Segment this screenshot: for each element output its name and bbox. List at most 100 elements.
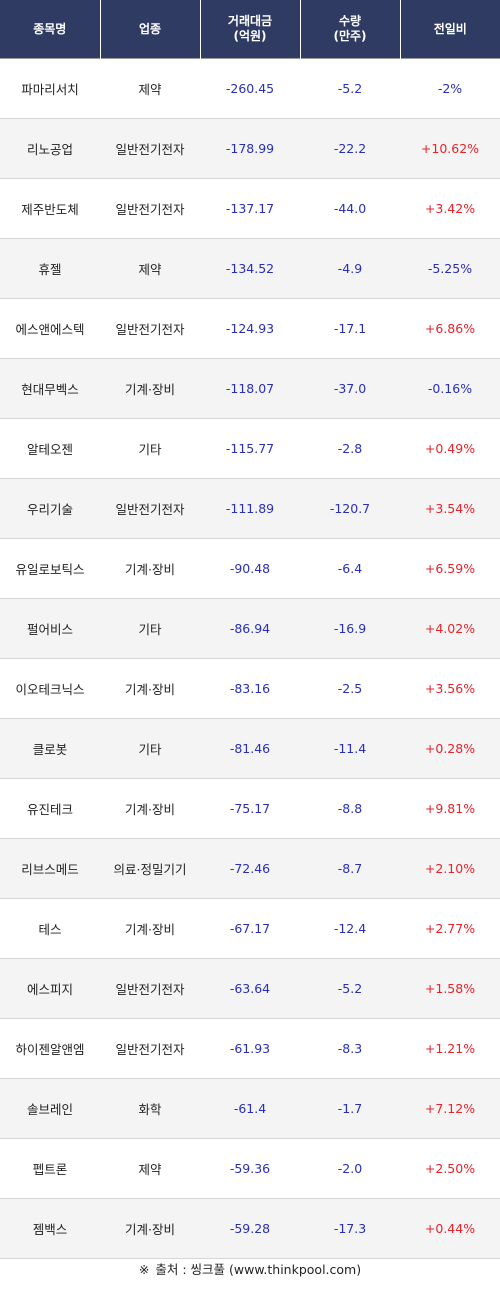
cell-amount: -90.48 [200, 538, 300, 599]
cell-sector: 일반전기전자 [100, 118, 200, 179]
cell-sector: 기타 [100, 718, 200, 779]
cell-name: 이오테크닉스 [0, 658, 100, 719]
header-change: 전일비 [399, 0, 500, 59]
stock-table: 종목명 업종 거래대금 (억원) 수량 (만주) 전일비 파마리서치 제약 -260… [0, 0, 500, 1259]
cell-volume: -11.4 [300, 718, 400, 779]
cell-amount: -83.16 [200, 658, 300, 719]
cell-name: 펄어비스 [0, 598, 100, 659]
cell-change: +10.62% [400, 118, 500, 179]
cell-amount: -86.94 [200, 598, 300, 659]
source-note: ※ 출처 : 씽크풀 (www.thinkpool.com) [0, 1258, 500, 1282]
cell-name: 리노공업 [0, 118, 100, 179]
cell-amount: -178.99 [200, 118, 300, 179]
cell-change: +0.28% [400, 718, 500, 779]
cell-sector: 기타 [100, 418, 200, 479]
cell-sector: 제약 [100, 1138, 200, 1199]
cell-name: 펩트론 [0, 1138, 100, 1199]
table-row: 에스피지 일반전기전자 -63.64 -5.2 +1.58% [0, 958, 500, 1019]
cell-name: 에스피지 [0, 958, 100, 1019]
cell-name: 유진테크 [0, 778, 100, 839]
cell-sector: 기계·장비 [100, 658, 200, 719]
cell-amount: -111.89 [200, 478, 300, 539]
cell-sector: 일반전기전자 [100, 478, 200, 539]
cell-change: -5.25% [400, 238, 500, 299]
cell-volume: -44.0 [300, 178, 400, 239]
cell-name: 유일로보틱스 [0, 538, 100, 599]
table-row: 우리기술 일반전기전자 -111.89 -120.7 +3.54% [0, 478, 500, 539]
table-row: 테스 기계·장비 -67.17 -12.4 +2.77% [0, 898, 500, 959]
cell-change: +9.81% [400, 778, 500, 839]
cell-sector: 제약 [100, 58, 200, 119]
cell-volume: -8.7 [300, 838, 400, 899]
cell-name: 파마리서치 [0, 58, 100, 119]
table-body: 파마리서치 제약 -260.45 -5.2 -2% 리노공업 일반전기전자 -178.99 -2… [0, 58, 500, 1259]
cell-sector: 화학 [100, 1078, 200, 1139]
cell-sector: 기계·장비 [100, 898, 200, 959]
table-row: 펄어비스 기타 -86.94 -16.9 +4.02% [0, 598, 500, 659]
cell-change: +0.49% [400, 418, 500, 479]
header-row: 종목명 업종 거래대금 (억원) 수량 (만주) 전일비 [0, 0, 500, 59]
table-row: 펩트론 제약 -59.36 -2.0 +2.50% [0, 1138, 500, 1199]
cell-change: +3.56% [400, 658, 500, 719]
cell-name: 테스 [0, 898, 100, 959]
cell-amount: -260.45 [200, 58, 300, 119]
cell-change: -2% [400, 58, 500, 119]
cell-name: 하이젠알앤엠 [0, 1018, 100, 1079]
cell-amount: -63.64 [200, 958, 300, 1019]
cell-sector: 의료·정밀기기 [100, 838, 200, 899]
table-row: 클로봇 기타 -81.46 -11.4 +0.28% [0, 718, 500, 779]
cell-volume: -12.4 [300, 898, 400, 959]
cell-amount: -118.07 [200, 358, 300, 419]
cell-volume: -4.9 [300, 238, 400, 299]
cell-name: 젬백스 [0, 1198, 100, 1259]
cell-amount: -72.46 [200, 838, 300, 899]
header-amount-line1: 거래대금 [227, 14, 273, 28]
table-row: 알테오젠 기타 -115.77 -2.8 +0.49% [0, 418, 500, 479]
table-header: 종목명 업종 거래대금 (억원) 수량 (만주) 전일비 [0, 0, 500, 59]
cell-amount: -59.36 [200, 1138, 300, 1199]
cell-volume: -8.8 [300, 778, 400, 839]
cell-amount: -124.93 [200, 298, 300, 359]
cell-name: 알테오젠 [0, 418, 100, 479]
cell-volume: -17.3 [300, 1198, 400, 1259]
table-row: 이오테크닉스 기계·장비 -83.16 -2.5 +3.56% [0, 658, 500, 719]
table-row: 리브스메드 의료·정밀기기 -72.46 -8.7 +2.10% [0, 838, 500, 899]
table-row: 솔브레인 화학 -61.4 -1.7 +7.12% [0, 1078, 500, 1139]
table-row: 제주반도체 일반전기전자 -137.17 -44.0 +3.42% [0, 178, 500, 239]
cell-change: +4.02% [400, 598, 500, 659]
cell-change: +2.10% [400, 838, 500, 899]
note-mark: ※ [138, 1262, 150, 1277]
cell-sector: 일반전기전자 [100, 178, 200, 239]
table-row: 젬백스 기계·장비 -59.28 -17.3 +0.44% [0, 1198, 500, 1259]
header-volume-line1: 수량 [338, 14, 362, 28]
cell-volume: -17.1 [300, 298, 400, 359]
cell-change: +0.44% [400, 1198, 500, 1259]
cell-change: +2.77% [400, 898, 500, 959]
cell-amount: -81.46 [200, 718, 300, 779]
cell-volume: -5.2 [300, 958, 400, 1019]
cell-change: +1.58% [400, 958, 500, 1019]
cell-name: 클로봇 [0, 718, 100, 779]
table-row: 하이젠알앤엠 일반전기전자 -61.93 -8.3 +1.21% [0, 1018, 500, 1079]
cell-sector: 기계·장비 [100, 538, 200, 599]
header-volume-line2: (만주) [333, 29, 367, 43]
cell-amount: -61.93 [200, 1018, 300, 1079]
cell-sector: 기계·장비 [100, 358, 200, 419]
cell-change: +6.59% [400, 538, 500, 599]
table-row: 에스앤에스텍 일반전기전자 -124.93 -17.1 +6.86% [0, 298, 500, 359]
cell-name: 에스앤에스텍 [0, 298, 100, 359]
cell-name: 제주반도체 [0, 178, 100, 239]
cell-volume: -2.0 [300, 1138, 400, 1199]
cell-volume: -1.7 [300, 1078, 400, 1139]
cell-change: +1.21% [400, 1018, 500, 1079]
cell-sector: 일반전기전자 [100, 298, 200, 359]
cell-amount: -67.17 [200, 898, 300, 959]
cell-name: 우리기술 [0, 478, 100, 539]
cell-volume: -6.4 [300, 538, 400, 599]
cell-amount: -61.4 [200, 1078, 300, 1139]
table-row: 파마리서치 제약 -260.45 -5.2 -2% [0, 58, 500, 119]
cell-change: +6.86% [400, 298, 500, 359]
cell-volume: -16.9 [300, 598, 400, 659]
header-amount-line2: (억원) [233, 29, 267, 43]
cell-amount: -59.28 [200, 1198, 300, 1259]
